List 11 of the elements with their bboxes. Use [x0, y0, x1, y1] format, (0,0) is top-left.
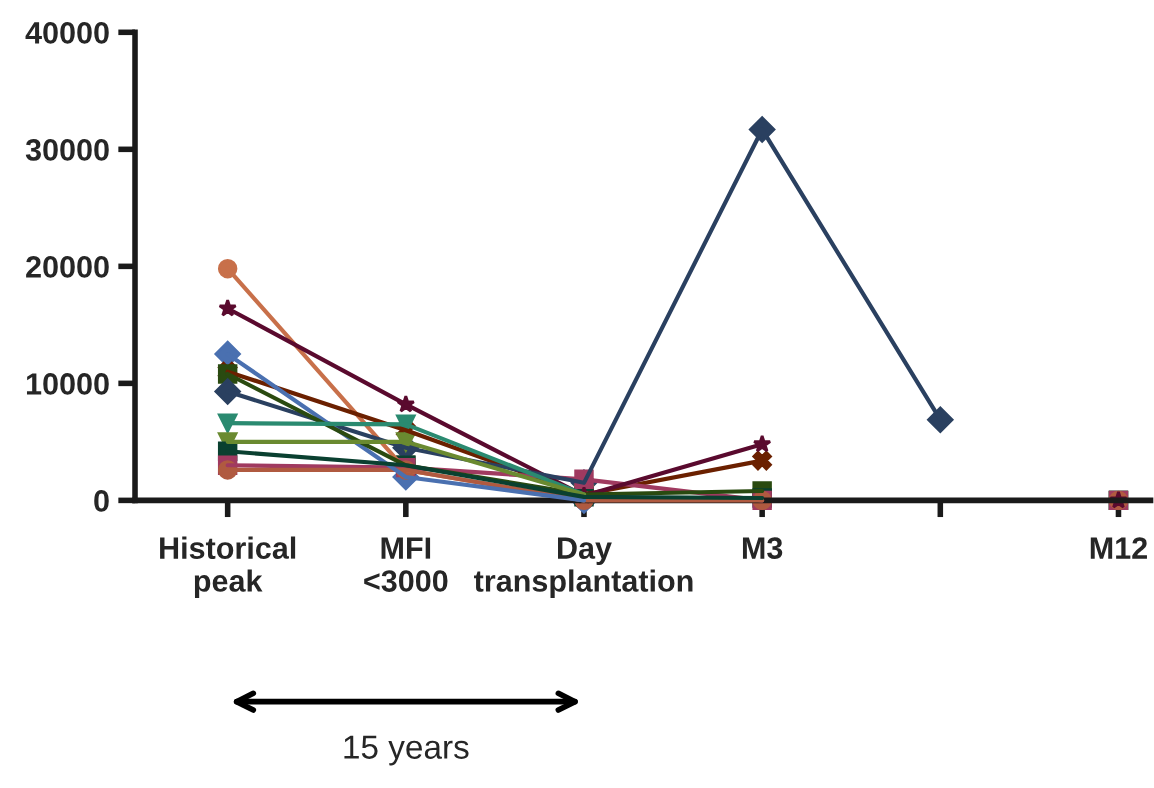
- x-tick-label: Day transplantation: [474, 537, 693, 598]
- x-tick-label: M12: [1090, 537, 1147, 559]
- y-tick-label: 0: [94, 490, 109, 512]
- x-tick-label: M3: [742, 537, 783, 559]
- y-tick-label: 30000: [25, 139, 109, 161]
- y-tick-label: 20000: [26, 256, 109, 278]
- x-tick-label: Historical peak: [160, 536, 296, 598]
- x-tick-label: MFI <3000: [364, 537, 448, 592]
- y-tick-label: 40000: [25, 22, 109, 44]
- text: 15 years: [344, 735, 469, 766]
- y-tick-label: 10000: [26, 373, 109, 395]
